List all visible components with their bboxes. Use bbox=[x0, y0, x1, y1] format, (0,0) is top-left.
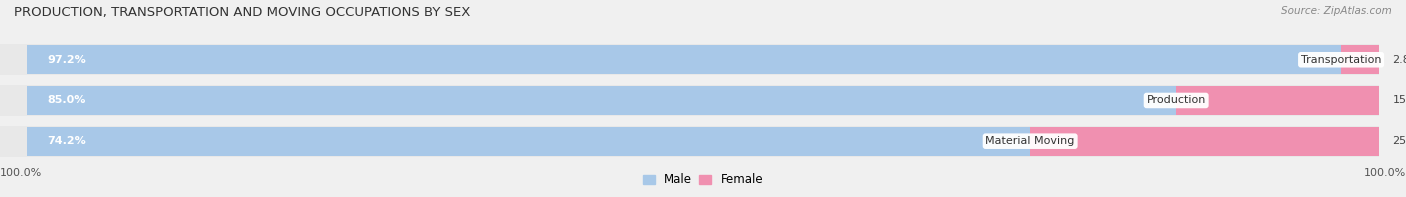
Bar bbox=[0, 82, 1379, 119]
Text: 97.2%: 97.2% bbox=[48, 55, 86, 65]
Bar bbox=[1341, 45, 1379, 74]
Bar bbox=[27, 126, 1031, 156]
Legend: Male, Female: Male, Female bbox=[638, 169, 768, 191]
Text: 100.0%: 100.0% bbox=[0, 168, 42, 178]
Bar bbox=[0, 44, 1379, 75]
Text: 25.8%: 25.8% bbox=[1392, 136, 1406, 146]
Text: 100.0%: 100.0% bbox=[1364, 168, 1406, 178]
Text: PRODUCTION, TRANSPORTATION AND MOVING OCCUPATIONS BY SEX: PRODUCTION, TRANSPORTATION AND MOVING OC… bbox=[14, 6, 471, 19]
Text: Source: ZipAtlas.com: Source: ZipAtlas.com bbox=[1281, 6, 1392, 16]
Bar bbox=[27, 86, 1177, 115]
Bar bbox=[27, 45, 1341, 74]
Text: Material Moving: Material Moving bbox=[986, 136, 1074, 146]
Text: 15.0%: 15.0% bbox=[1392, 96, 1406, 105]
Bar bbox=[1031, 126, 1379, 156]
Text: 74.2%: 74.2% bbox=[48, 136, 86, 146]
Text: 2.8%: 2.8% bbox=[1392, 55, 1406, 65]
Bar bbox=[0, 85, 1379, 116]
Text: Production: Production bbox=[1146, 96, 1206, 105]
Text: 85.0%: 85.0% bbox=[48, 96, 86, 105]
Bar bbox=[1177, 86, 1379, 115]
Bar bbox=[0, 123, 1379, 160]
Bar bbox=[0, 125, 1379, 157]
Text: Transportation: Transportation bbox=[1301, 55, 1381, 65]
Bar bbox=[0, 41, 1379, 78]
